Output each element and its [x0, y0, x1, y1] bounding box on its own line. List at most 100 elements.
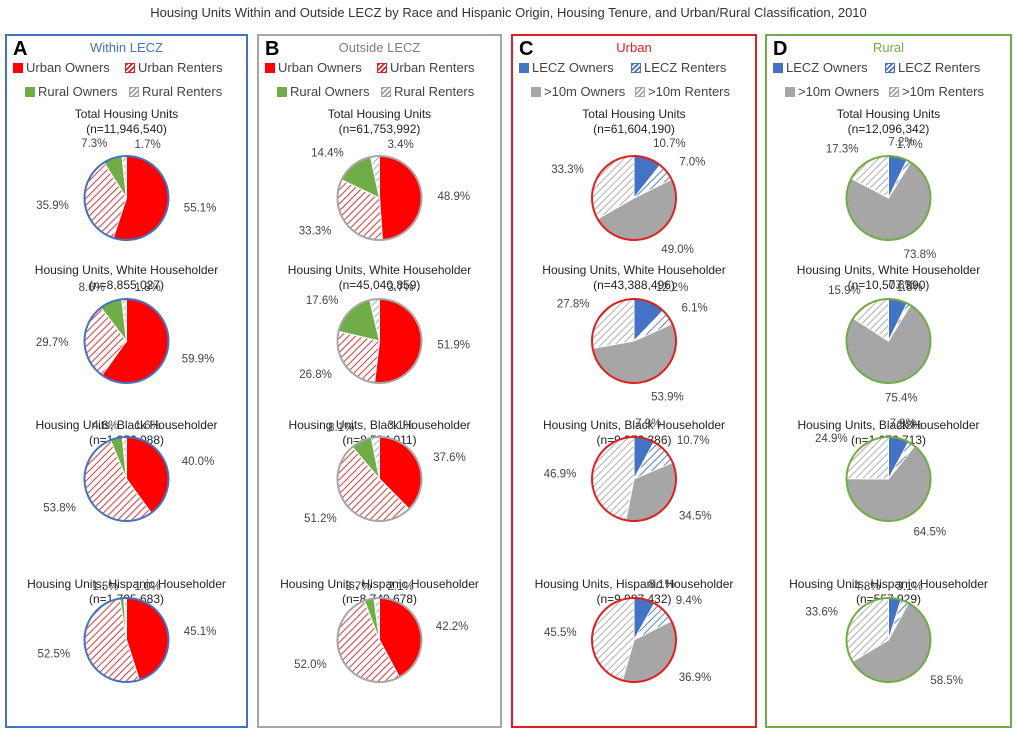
pie-outline	[845, 436, 932, 522]
pie-chart: Housing Units, Hispanic Householder(n=1,…	[27, 577, 226, 683]
pie-n-label: (n=61,604,190)	[593, 122, 675, 136]
pie-title: Housing Units, White Householder	[797, 263, 980, 277]
pie-outline	[591, 155, 677, 241]
pie-outline	[336, 298, 423, 384]
panel-c: C Urban LECZ Owners LECZ Renters >10m Owners…	[511, 34, 757, 728]
legend-label: Rural Renters	[394, 84, 475, 99]
legend-swatch	[889, 87, 899, 97]
pie-title: Total Housing Units	[75, 107, 178, 121]
pie-chart: Housing Units, Black Householder(n=8,594…	[288, 418, 470, 525]
pie-title: Total Housing Units	[837, 107, 940, 121]
pie-data-label: 7.9%	[635, 418, 661, 430]
pie-n-label: (n=61,753,992)	[339, 122, 421, 136]
pie-data-label: 45.5%	[544, 627, 577, 639]
legend-item: LECZ Renters	[631, 60, 726, 75]
pie-title: Housing Units, White Householder	[35, 263, 218, 277]
pie-data-label: 4.6%	[92, 420, 118, 432]
pie-data-label: 14.4%	[311, 147, 344, 159]
legend-swatch	[631, 63, 641, 73]
pie-data-label: 8.6%	[79, 282, 105, 294]
legend-label: Rural Owners	[38, 84, 118, 99]
legend-swatch	[785, 87, 795, 97]
pie-data-label: 48.9%	[438, 191, 471, 203]
pie-data-label: 7.9%	[890, 418, 916, 430]
panel-title: Rural	[872, 40, 905, 55]
pie-chart: Housing Units, Black Householder(n=1,856…	[35, 418, 218, 522]
pie-data-label: 6.1%	[682, 303, 708, 315]
pie-chart: Housing Units, Hispanic Householder(n=9,…	[535, 577, 734, 684]
pie-data-label: 37.6%	[433, 452, 466, 464]
pie-chart: Total Housing Units(n=11,946,540) 55.1% 35…	[36, 107, 217, 241]
pie-n-label: (n=10,507,390)	[848, 278, 930, 292]
pie-data-label: 7.3%	[81, 138, 107, 150]
pie-outline	[83, 155, 170, 241]
pie-data-label: 12.2%	[656, 282, 689, 294]
pie-data-label: 17.6%	[306, 295, 339, 307]
pie-data-label: 8.1%	[649, 579, 675, 591]
pie-title: Total Housing Units	[582, 107, 685, 121]
pie-outline	[336, 155, 423, 241]
pie-title: Housing Units, White Householder	[542, 263, 725, 277]
legend-item: Urban Owners	[265, 60, 362, 75]
pie-title: Housing Units, Black Householder	[288, 418, 470, 432]
pie-outline	[336, 436, 423, 522]
pie-chart: Housing Units, Hispanic Householder(n=55…	[789, 577, 988, 687]
pie-outline	[591, 436, 677, 522]
pie-data-label: 7.0%	[679, 157, 705, 169]
legend-label: >10m Renters	[648, 84, 731, 99]
pie-data-label: 7.2%	[888, 137, 914, 149]
pie-outline	[336, 597, 423, 683]
pie-data-label: 55.1%	[184, 202, 217, 214]
pie-data-label: 10.7%	[677, 435, 710, 447]
pie-outline	[845, 155, 932, 241]
panel-title: Urban	[616, 40, 652, 55]
pie-charts: Total Housing Units(n=61,604,190) 10.7% 7.…	[535, 107, 734, 684]
legend-swatch	[25, 87, 35, 97]
legend-label: >10m Owners	[798, 84, 880, 99]
pie-data-label: 3.1%	[388, 420, 414, 432]
panel-d: D Rural LECZ Owners LECZ Renters >10m Owners…	[765, 34, 1012, 728]
pie-data-label: 51.2%	[304, 513, 337, 525]
pie-data-label: 42.2%	[436, 621, 469, 633]
pie-title: Housing Units, Black Householder	[35, 418, 217, 432]
pie-chart: Housing Units, White Householder(n=43,38…	[542, 263, 725, 403]
pie-outline	[591, 597, 677, 683]
pie-chart: Housing Units, White Householder(n=45,04…	[288, 263, 471, 384]
legend-swatch	[277, 87, 287, 97]
pie-data-label: 73.8%	[904, 249, 937, 261]
panel-a: A Within LECZ Urban Owners Urban Renters Rur…	[5, 34, 248, 728]
pie-title: Housing Units, Hispanic Householder	[280, 577, 479, 591]
panel-title: Outside LECZ	[338, 40, 421, 55]
legend-label: Urban Owners	[26, 60, 110, 75]
legend-swatch	[13, 63, 23, 73]
legend-item: Rural Owners	[277, 84, 369, 99]
pie-data-label: 75.4%	[885, 393, 918, 405]
pie-data-label: 53.8%	[43, 502, 76, 514]
pie-slice	[591, 436, 635, 521]
pie-title: Housing Units, Black Householder	[797, 418, 979, 432]
pie-data-label: 33.3%	[299, 225, 332, 237]
pie-charts: Total Housing Units(n=11,946,540) 55.1% 35…	[27, 107, 226, 683]
legend-swatch	[125, 63, 135, 73]
pie-slice	[379, 155, 422, 241]
legend-item: LECZ Owners	[519, 60, 614, 75]
legend-item: Rural Renters	[129, 84, 222, 99]
pie-data-label: 1.0%	[135, 581, 161, 593]
pie-data-label: 45.1%	[184, 626, 217, 638]
pie-data-label: 1.7%	[135, 139, 161, 151]
pie-data-label: 1.7%	[897, 139, 923, 151]
legend-item: >10m Owners	[785, 84, 879, 99]
pie-title: Housing Units, Hispanic Householder	[535, 577, 734, 591]
legend-label: Urban Renters	[390, 60, 475, 75]
pie-title: Housing Units, Hispanic Householder	[789, 577, 988, 591]
pie-data-label: 17.3%	[826, 143, 859, 155]
pie-data-label: 4.8%	[854, 581, 880, 593]
figure-title: Housing Units Within and Outside LECZ by…	[150, 5, 867, 20]
legend-item: >10m Renters	[889, 84, 984, 99]
pie-outline	[845, 597, 932, 683]
panel-title: Within LECZ	[90, 40, 163, 55]
legend-item: Rural Renters	[381, 84, 474, 99]
legend-item: >10m Renters	[635, 84, 730, 99]
panel-b: B Outside LECZ Urban Owners Urban Renters Ru…	[257, 34, 502, 728]
pie-data-label: 1.8%	[135, 282, 161, 294]
